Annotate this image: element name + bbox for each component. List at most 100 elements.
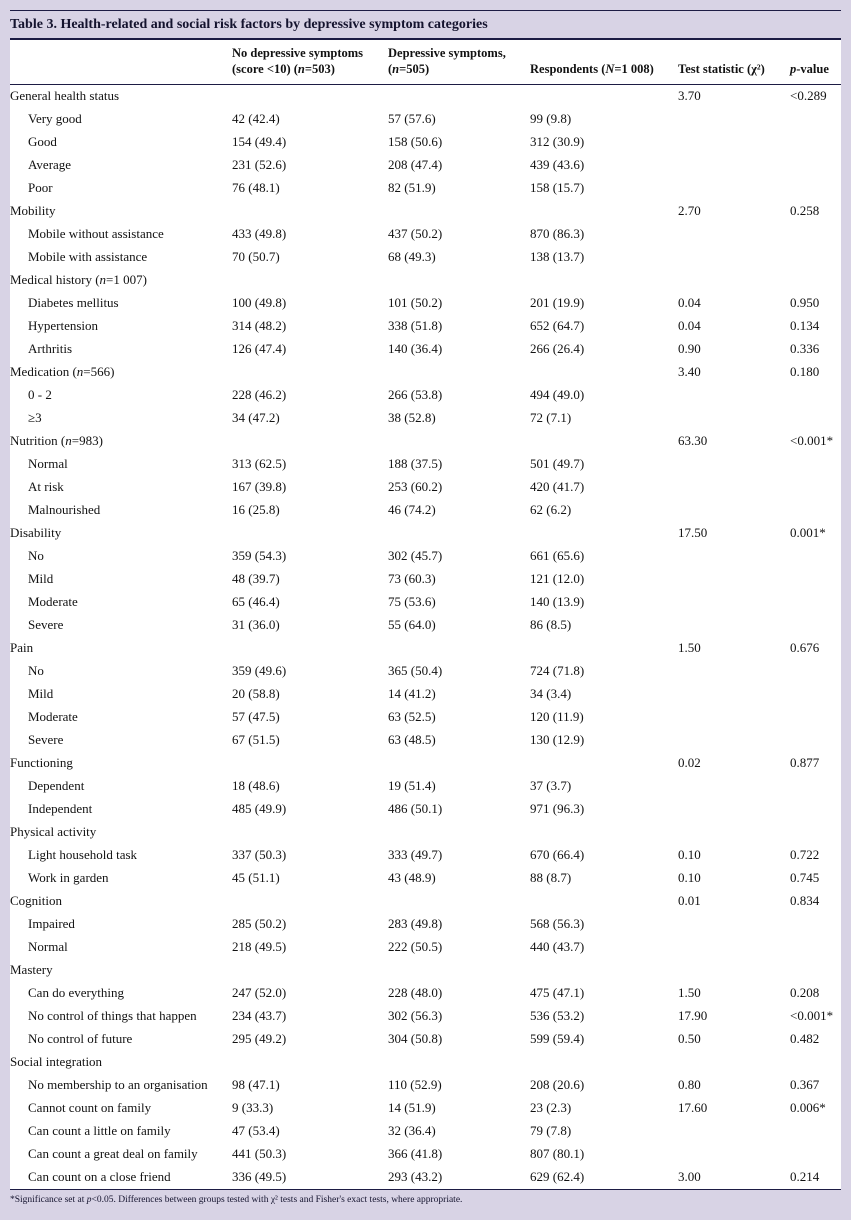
table-header-row: No depressive symptoms (score <10) (n=50…	[10, 40, 841, 85]
table-row-item: Moderate 57 (47.5) 63 (52.5) 120 (11.9)	[10, 706, 841, 729]
col-no-depressive-symptoms: No depressive symptoms (score <10) (n=50…	[232, 40, 388, 85]
cell-p: 0.214	[790, 1169, 820, 1184]
cell-p	[790, 683, 841, 706]
row-label: Independent	[28, 801, 93, 816]
cell-c3: 86 (8.5)	[530, 617, 572, 632]
cell-chi	[678, 545, 790, 568]
cell-c3: 120 (11.9)	[530, 709, 584, 724]
row-label: Can do everything	[28, 985, 125, 1000]
cell-c1: 45 (51.1)	[232, 870, 280, 885]
cell-chi: 63.30	[678, 433, 708, 448]
table-row-item: At risk 167 (39.8) 253 (60.2) 420 (41.7)	[10, 476, 841, 499]
cell-chi: 0.80	[678, 1077, 701, 1092]
table-row-item: 0 - 2 228 (46.2) 266 (53.8) 494 (49.0)	[10, 384, 841, 407]
cell-c2: 293 (43.2)	[388, 1169, 443, 1184]
cell-c1	[232, 200, 388, 223]
row-label: Diabetes mellitus	[28, 295, 119, 310]
cell-p	[790, 660, 841, 683]
col-respondents: Respondents (N=1 008)	[530, 40, 678, 85]
cell-c1: 433 (49.8)	[232, 226, 287, 241]
cell-chi: 17.90	[678, 1008, 708, 1023]
table-row-item: Cannot count on family 9 (33.3) 14 (51.9) 2…	[10, 1097, 841, 1120]
cell-p	[790, 476, 841, 499]
row-label: No	[28, 548, 44, 563]
cell-c2: 75 (53.6)	[388, 594, 436, 609]
cell-c3	[530, 269, 678, 292]
cell-c2: 82 (51.9)	[388, 180, 436, 195]
cell-c1: 247 (52.0)	[232, 985, 287, 1000]
col-empty	[10, 40, 232, 85]
cell-c1: 154 (49.4)	[232, 134, 287, 149]
cell-chi	[678, 660, 790, 683]
table-row-category: Functioning 0.02 0.877	[10, 752, 841, 775]
cell-chi	[678, 821, 790, 844]
cell-p	[790, 913, 841, 936]
row-label: ≥3	[28, 410, 42, 425]
cell-chi	[678, 453, 790, 476]
table-row-item: Diabetes mellitus 100 (49.8) 101 (50.2) 201…	[10, 292, 841, 315]
cell-c1: 100 (49.8)	[232, 295, 287, 310]
cell-c1: 359 (54.3)	[232, 548, 287, 563]
row-label: Severe	[28, 732, 64, 747]
cell-c2	[388, 430, 530, 453]
cell-p	[790, 246, 841, 269]
row-label: Mastery	[10, 962, 53, 977]
table-row-category: Cognition 0.01 0.834	[10, 890, 841, 913]
cell-p	[790, 545, 841, 568]
cell-c3: 536 (53.2)	[530, 1008, 585, 1023]
row-label: Disability	[10, 525, 62, 540]
cell-p	[790, 269, 841, 292]
cell-chi	[678, 775, 790, 798]
cell-c1: 218 (49.5)	[232, 939, 287, 954]
table-row-item: Can count a little on family 47 (53.4) 32 …	[10, 1120, 841, 1143]
table-row-item: Good 154 (49.4) 158 (50.6) 312 (30.9)	[10, 131, 841, 154]
cell-chi	[678, 269, 790, 292]
row-label: Can count a great deal on family	[28, 1146, 198, 1161]
cell-c3: 23 (2.3)	[530, 1100, 572, 1115]
cell-c2: 57 (57.6)	[388, 111, 436, 126]
cell-p	[790, 177, 841, 200]
table-row-item: Poor 76 (48.1) 82 (51.9) 158 (15.7)	[10, 177, 841, 200]
row-label: Good	[28, 134, 57, 149]
col-p-value: p-value	[790, 40, 841, 85]
cell-c2	[388, 637, 530, 660]
table-row-item: Dependent 18 (48.6) 19 (51.4) 37 (3.7)	[10, 775, 841, 798]
risk-factors-table: No depressive symptoms (score <10) (n=50…	[10, 40, 841, 1189]
table-row-item: ≥3 34 (47.2) 38 (52.8) 72 (7.1)	[10, 407, 841, 430]
cell-c2: 68 (49.3)	[388, 249, 436, 264]
cell-c3	[530, 959, 678, 982]
cell-c2: 140 (36.4)	[388, 341, 443, 356]
row-label: Arthritis	[28, 341, 73, 356]
cell-c2: 486 (50.1)	[388, 801, 443, 816]
cell-c2: 365 (50.4)	[388, 663, 443, 678]
cell-p: <0.001*	[790, 433, 834, 448]
row-label: Mobile with assistance	[28, 249, 148, 264]
cell-p: 0.208	[790, 985, 820, 1000]
cell-c1: 34 (47.2)	[232, 410, 280, 425]
cell-c1: 70 (50.7)	[232, 249, 280, 264]
cell-c3: 138 (13.7)	[530, 249, 585, 264]
cell-c1: 16 (25.8)	[232, 502, 280, 517]
cell-c2: 366 (41.8)	[388, 1146, 443, 1161]
table-row-item: No 359 (49.6) 365 (50.4) 724 (71.8)	[10, 660, 841, 683]
cell-c2: 43 (48.9)	[388, 870, 436, 885]
table-row-category: Physical activity	[10, 821, 841, 844]
cell-chi: 17.50	[678, 525, 708, 540]
cell-p	[790, 1143, 841, 1166]
table-row-item: Independent 485 (49.9) 486 (50.1) 971 (96.3…	[10, 798, 841, 821]
cell-c1: 441 (50.3)	[232, 1146, 287, 1161]
cell-chi	[678, 1120, 790, 1143]
row-label: Normal	[28, 456, 68, 471]
cell-c2	[388, 890, 530, 913]
cell-p	[790, 729, 841, 752]
cell-chi	[678, 936, 790, 959]
cell-p: 0.258	[790, 203, 820, 218]
cell-chi	[678, 706, 790, 729]
table-row-item: Average 231 (52.6) 208 (47.4) 439 (43.6)	[10, 154, 841, 177]
row-label: Moderate	[28, 709, 78, 724]
row-label: Hypertension	[28, 318, 99, 333]
table-row-category: Pain 1.50 0.676	[10, 637, 841, 660]
cell-chi	[678, 407, 790, 430]
cell-p: <0.001*	[790, 1008, 834, 1023]
cell-c3: 121 (12.0)	[530, 571, 585, 586]
